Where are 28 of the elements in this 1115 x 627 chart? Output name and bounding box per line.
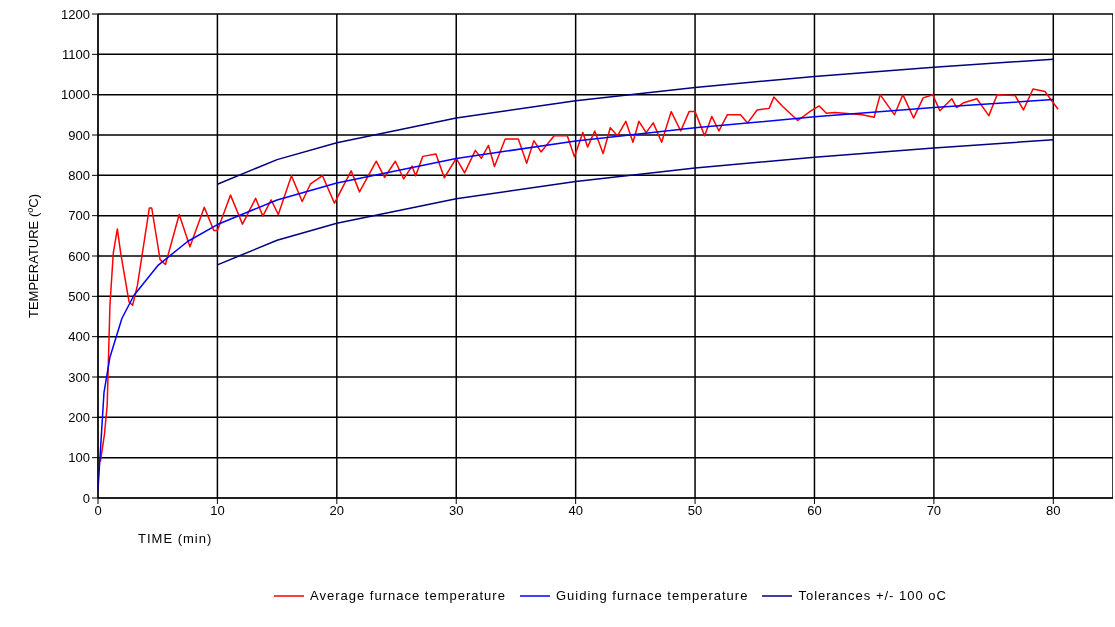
y-tick-label: 400 bbox=[68, 329, 90, 345]
x-tick-label: 10 bbox=[210, 503, 225, 519]
x-tick-label: 60 bbox=[807, 503, 822, 519]
y-tick-label: 1000 bbox=[61, 87, 90, 103]
legend-label: Tolerances +/- 100 oC bbox=[798, 588, 947, 603]
y-tick-label: 700 bbox=[68, 208, 90, 224]
legend-label: Average furnace temperature bbox=[310, 588, 506, 603]
y-tick-label: 1200 bbox=[61, 6, 90, 22]
x-tick-label: 70 bbox=[926, 503, 942, 519]
y-tick-label: 500 bbox=[68, 288, 90, 304]
x-tick-label: 40 bbox=[568, 503, 583, 519]
y-tick-label: 900 bbox=[68, 127, 90, 143]
x-tick-label: 80 bbox=[1046, 503, 1061, 519]
y-tick-label: 100 bbox=[68, 450, 90, 466]
y-tick-label: 1100 bbox=[62, 46, 90, 62]
y-tick-label: 200 bbox=[68, 409, 90, 425]
line-series bbox=[216, 139, 1055, 266]
x-tick-label: 50 bbox=[687, 503, 703, 519]
y-tick-label: 0 bbox=[82, 490, 90, 506]
x-tick-label: 30 bbox=[449, 503, 464, 519]
x-tick-label: 0 bbox=[94, 503, 102, 519]
x-axis-title: TIME (min) bbox=[138, 531, 213, 546]
y-tick-label: 800 bbox=[68, 167, 90, 183]
x-tick-label: 20 bbox=[329, 503, 345, 519]
legend-label: Guiding furnace temperature bbox=[555, 588, 749, 603]
line-series bbox=[216, 58, 1055, 185]
y-tick-label: 300 bbox=[68, 369, 90, 385]
y-tick-label: 600 bbox=[68, 248, 90, 264]
